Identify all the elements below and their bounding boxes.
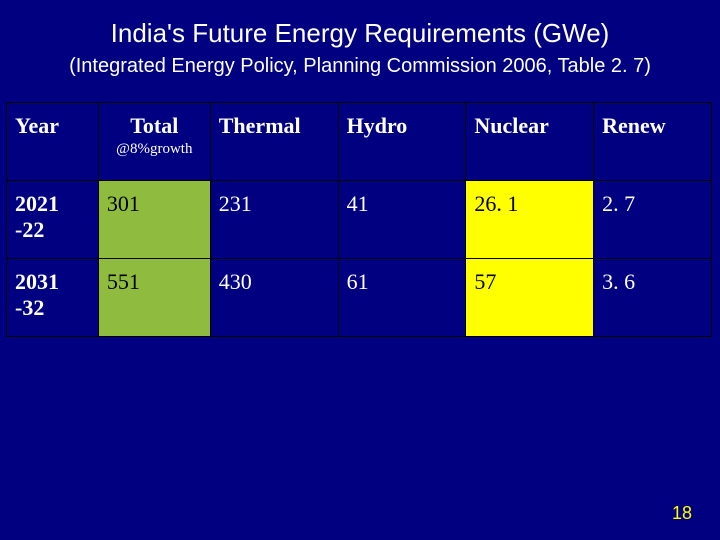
col-header-hydro: Hydro xyxy=(338,103,466,181)
cell-renew: 3. 6 xyxy=(594,259,712,337)
cell-thermal: 231 xyxy=(210,181,338,259)
cell-nuclear: 57 xyxy=(466,259,594,337)
col-header-label: Hydro xyxy=(347,113,408,138)
slide-number: 18 xyxy=(672,503,692,524)
cell-renew: 2. 7 xyxy=(594,181,712,259)
cell-hydro: 41 xyxy=(338,181,466,259)
cell-thermal: 430 xyxy=(210,259,338,337)
cell-total: 551 xyxy=(98,259,210,337)
col-header-renew: Renew xyxy=(594,103,712,181)
table-row: 2021 -22 301 231 41 26. 1 2. 7 xyxy=(7,181,712,259)
energy-table: Year Total @8%growth Thermal Hydro Nucle… xyxy=(6,102,712,337)
table-header-row: Year Total @8%growth Thermal Hydro Nucle… xyxy=(7,103,712,181)
table-row: 2031 -32 551 430 61 57 3. 6 xyxy=(7,259,712,337)
col-header-label: Nuclear xyxy=(474,113,549,138)
col-header-label: Thermal xyxy=(219,113,301,138)
cell-nuclear: 26. 1 xyxy=(466,181,594,259)
slide-subtitle: (Integrated Energy Policy, Planning Comm… xyxy=(0,55,720,78)
col-header-nuclear: Nuclear xyxy=(466,103,594,181)
slide-title: India's Future Energy Requirements (GWe) xyxy=(0,18,720,49)
title-block: India's Future Energy Requirements (GWe)… xyxy=(0,0,720,96)
col-header-label: Total xyxy=(130,113,178,138)
col-header-label: Renew xyxy=(602,113,666,138)
cell-total: 301 xyxy=(98,181,210,259)
cell-hydro: 61 xyxy=(338,259,466,337)
col-header-label: Year xyxy=(15,113,59,138)
col-header-year: Year xyxy=(7,103,99,181)
cell-year: 2021 -22 xyxy=(7,181,99,259)
col-header-thermal: Thermal xyxy=(210,103,338,181)
cell-year: 2031 -32 xyxy=(7,259,99,337)
col-header-total: Total @8%growth xyxy=(98,103,210,181)
col-header-subnote: @8%growth xyxy=(107,141,202,158)
